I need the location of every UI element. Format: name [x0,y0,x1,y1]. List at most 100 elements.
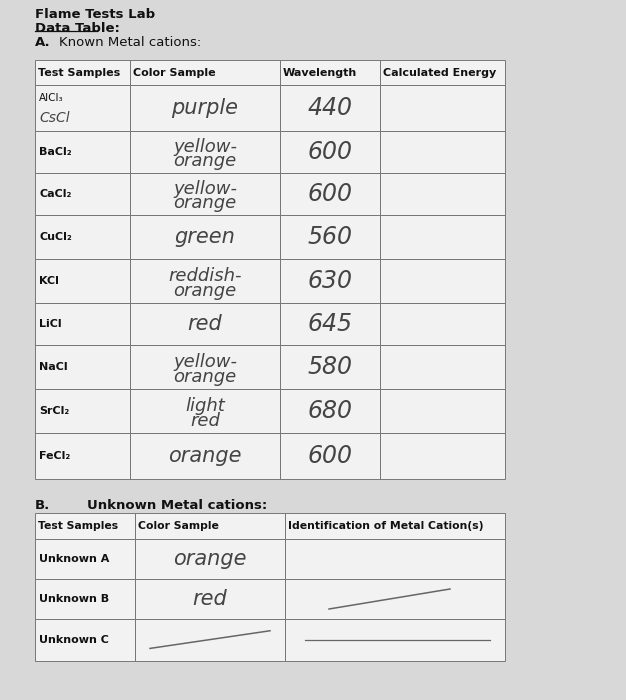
Bar [380,433,505,479]
Bar [35,303,130,345]
Text: yellow-: yellow- [173,353,237,371]
Text: LiCl: LiCl [39,319,61,329]
Bar [280,345,380,389]
Text: purple: purple [172,98,239,118]
Bar [380,60,505,85]
Bar [35,345,130,389]
Bar [35,579,135,619]
Bar [130,215,280,259]
Text: Unknown A: Unknown A [39,554,110,564]
Text: 440: 440 [307,96,352,120]
Bar [130,85,280,131]
Text: CaCl₂: CaCl₂ [39,189,71,199]
Bar [280,60,380,85]
Text: AlCl₃: AlCl₃ [39,93,64,103]
Text: red: red [190,412,220,430]
Bar [285,513,505,539]
Bar [380,131,505,173]
Bar [380,215,505,259]
Text: 600: 600 [307,182,352,206]
Bar [280,389,380,433]
Bar [35,513,135,539]
Bar [380,303,505,345]
Text: Test Samples: Test Samples [38,521,118,531]
Text: yellow-: yellow- [173,180,237,198]
Text: Test Samples: Test Samples [38,67,120,78]
Bar [280,131,380,173]
Bar [35,259,130,303]
Bar [280,215,380,259]
Bar [280,389,380,433]
Bar [135,579,285,619]
Bar [130,85,280,131]
Text: reddish-: reddish- [168,267,242,285]
Text: 600: 600 [307,140,352,164]
Bar [35,389,130,433]
Text: 560: 560 [307,225,352,249]
Bar [35,619,135,661]
Text: orange: orange [173,549,247,569]
Bar [35,60,130,85]
Text: orange: orange [168,446,242,466]
Bar [35,173,130,215]
Text: green: green [175,227,235,247]
Text: 580: 580 [307,355,352,379]
Bar [380,345,505,389]
Bar [280,131,380,173]
Text: Unknown B: Unknown B [39,594,109,604]
Bar [130,131,280,173]
Bar [130,215,280,259]
Bar [280,85,380,131]
Bar [280,303,380,345]
Bar [285,619,505,661]
Text: Calculated Energy: Calculated Energy [383,67,496,78]
Bar [380,259,505,303]
Bar [135,539,285,579]
Text: CuCl₂: CuCl₂ [39,232,72,242]
Bar [35,85,130,131]
Text: orange: orange [173,152,237,170]
Bar [130,173,280,215]
Bar [135,579,285,619]
Text: FeCl₂: FeCl₂ [39,451,70,461]
Bar [35,173,130,215]
Text: orange: orange [173,281,237,300]
Text: 630: 630 [307,269,352,293]
Bar [130,433,280,479]
Bar [380,345,505,389]
Text: red: red [188,314,222,334]
Bar [280,303,380,345]
Bar [130,389,280,433]
Bar [130,173,280,215]
Bar [135,619,285,661]
Bar [35,345,130,389]
Bar [280,433,380,479]
Text: Identification of Metal Cation(s): Identification of Metal Cation(s) [288,521,483,531]
Text: orange: orange [173,368,237,386]
Bar [280,173,380,215]
Bar [380,173,505,215]
Text: Color Sample: Color Sample [138,521,219,531]
Bar [35,85,130,131]
Bar [35,215,130,259]
Bar [130,259,280,303]
Bar [130,303,280,345]
Bar [380,215,505,259]
Bar [280,259,380,303]
Text: light: light [185,397,225,414]
Bar [35,579,135,619]
Bar [35,131,130,173]
Bar [380,85,505,131]
Bar [285,539,505,579]
Bar [130,389,280,433]
Bar [285,579,505,619]
Bar [380,389,505,433]
Text: orange: orange [173,194,237,212]
Bar [380,259,505,303]
Bar [135,539,285,579]
Bar [35,303,130,345]
Bar [285,539,505,579]
Bar [380,173,505,215]
Bar [285,513,505,539]
Bar [35,539,135,579]
